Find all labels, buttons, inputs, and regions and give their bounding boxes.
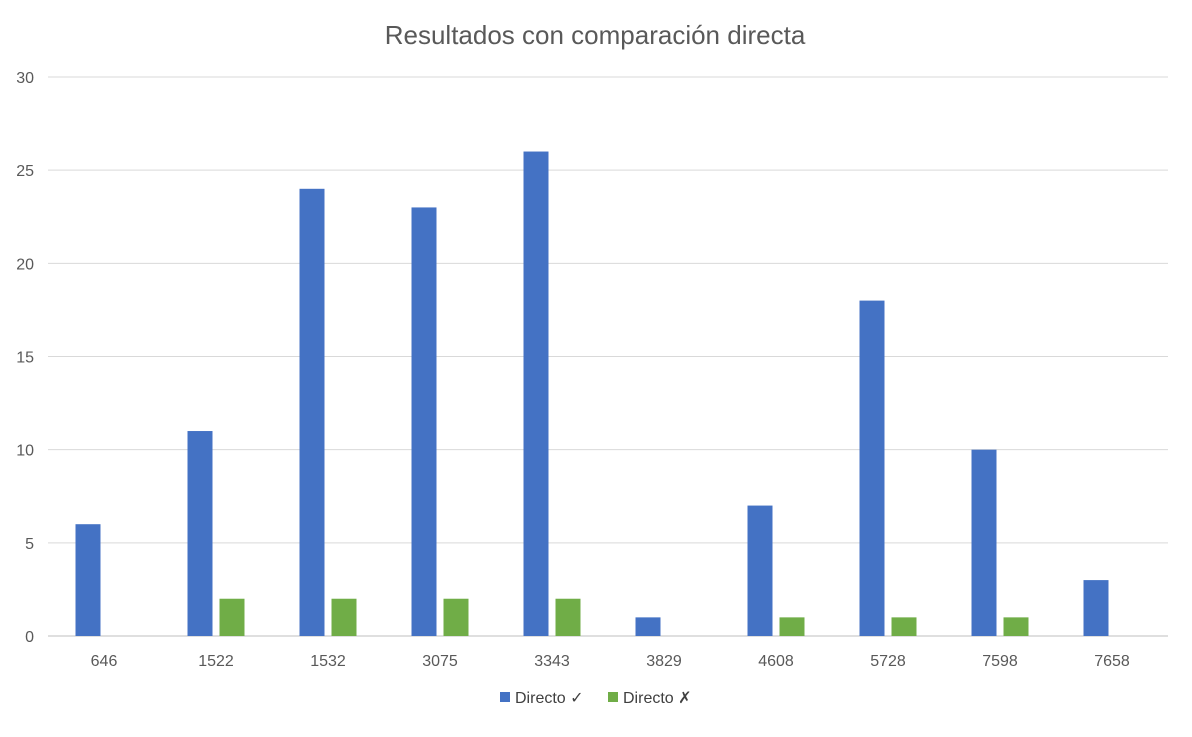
- bar-directo-ok-5728: [859, 300, 885, 636]
- gridlines: [48, 76, 1168, 637]
- x-tick-label: 5728: [870, 653, 906, 670]
- y-tick-label: 0: [25, 629, 34, 646]
- bar-directo-ok-7658: [1083, 580, 1109, 636]
- y-tick-label: 30: [16, 70, 34, 87]
- legend: Directo ✓ Directo ✗: [500, 690, 692, 707]
- legend-label: Directo ✗: [623, 690, 692, 707]
- bar-directo-fail-3075: [443, 598, 469, 636]
- y-tick-label: 10: [16, 443, 34, 460]
- y-axis-ticks: 0 5 10 15 20 25 30: [16, 70, 34, 646]
- bar-directo-fail-4608: [779, 617, 805, 636]
- y-tick-label: 15: [16, 350, 34, 367]
- x-tick-label: 3829: [646, 653, 682, 670]
- bar-directo-ok-3075: [411, 207, 437, 636]
- bar-directo-ok-3343: [523, 151, 549, 637]
- chart-title: Resultados con comparación directa: [385, 20, 806, 50]
- bar-directo-fail-5728: [891, 617, 917, 636]
- x-tick-label: 1522: [198, 653, 234, 670]
- bar-directo-fail-1532: [331, 598, 357, 636]
- bar-directo-ok-1532: [299, 188, 325, 637]
- x-tick-label: 7658: [1094, 653, 1130, 670]
- x-tick-label: 4608: [758, 653, 794, 670]
- x-tick-label: 646: [91, 653, 118, 670]
- bar-directo-ok-7598: [971, 449, 997, 636]
- y-tick-label: 5: [25, 536, 34, 553]
- bar-directo-fail-3343: [555, 598, 581, 636]
- bar-directo-fail-1522: [219, 598, 245, 636]
- legend-label: Directo ✓: [515, 690, 584, 707]
- legend-swatch: [500, 692, 510, 702]
- bar-directo-ok-1522: [187, 431, 213, 636]
- x-axis-ticks: 646 1522 1532 3075 3343 3829 4608 5728 7598 7658: [91, 653, 1130, 670]
- x-tick-label: 3075: [422, 653, 458, 670]
- x-tick-label: 3343: [534, 653, 570, 670]
- x-tick-label: 7598: [982, 653, 1018, 670]
- legend-swatch: [608, 692, 618, 702]
- y-tick-label: 20: [16, 256, 34, 273]
- bar-directo-ok-4608: [747, 505, 773, 636]
- x-tick-label: 1532: [310, 653, 346, 670]
- bar-directo-ok-3829: [635, 617, 661, 636]
- y-tick-label: 25: [16, 163, 34, 180]
- bar-directo-ok-646: [75, 524, 101, 636]
- bar-series: [75, 151, 1109, 637]
- bar-directo-fail-7598: [1003, 617, 1029, 636]
